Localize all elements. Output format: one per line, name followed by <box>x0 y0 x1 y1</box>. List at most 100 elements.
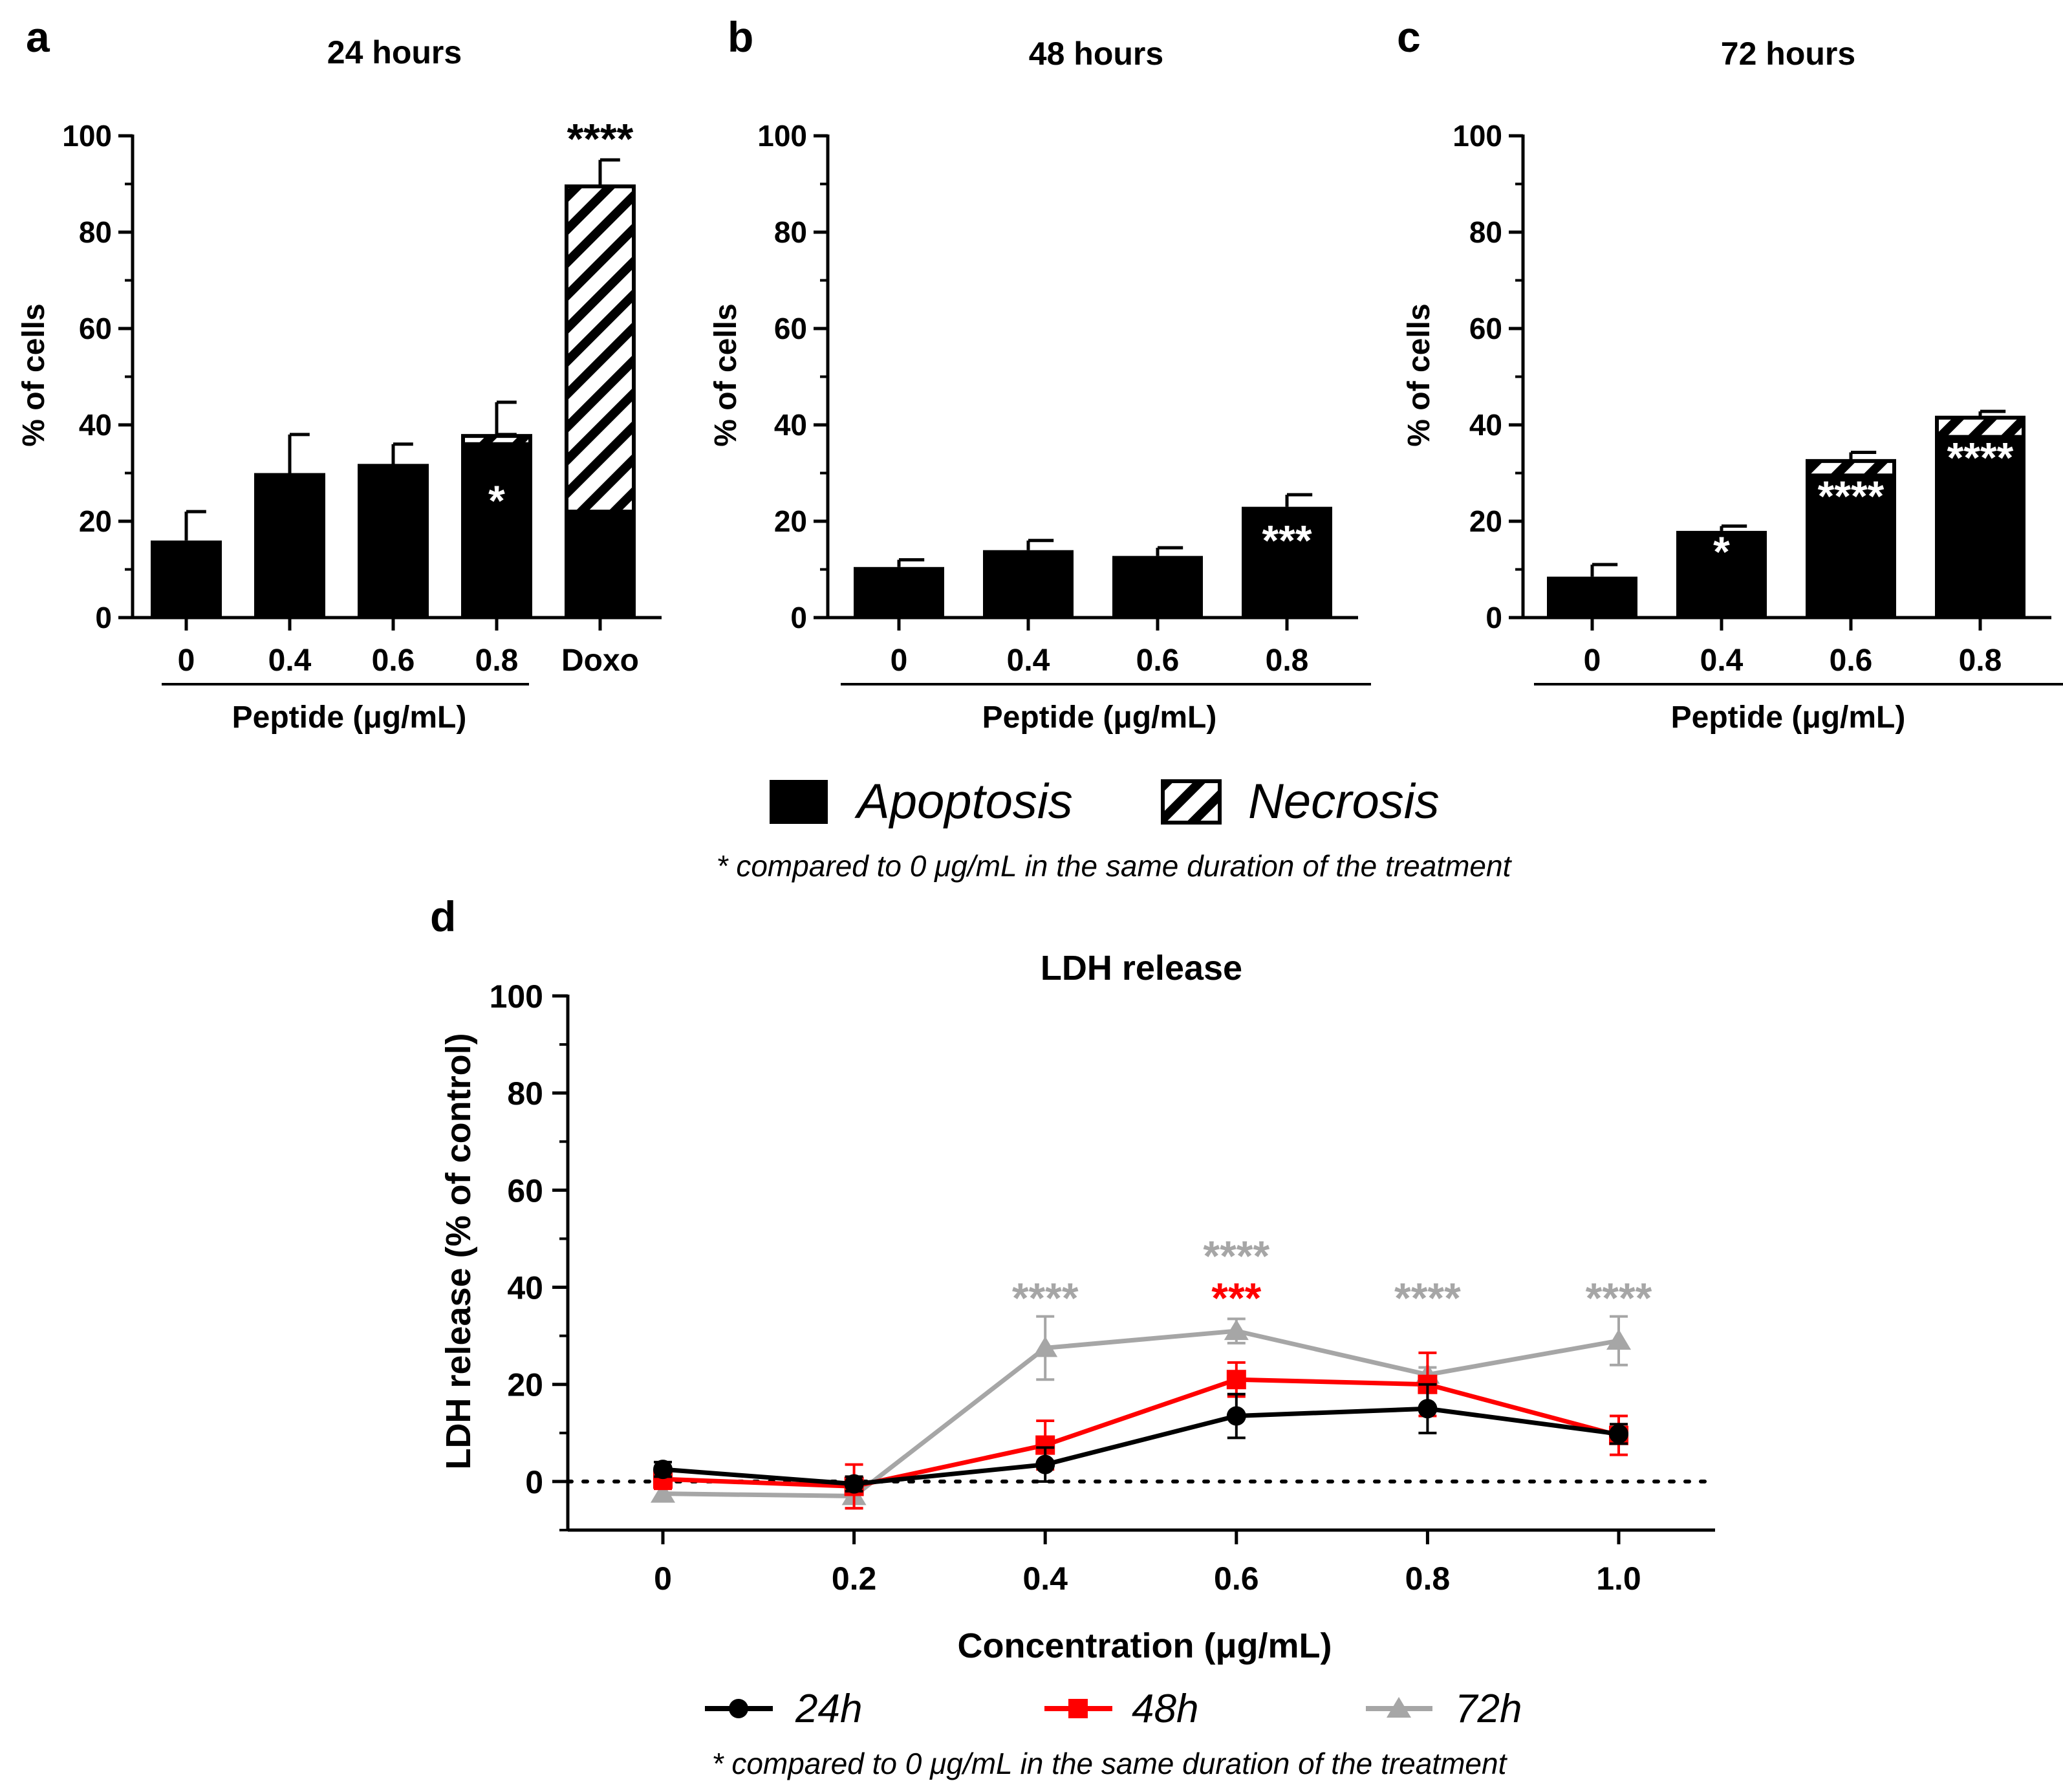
panel-b-significance: *** <box>1262 517 1312 565</box>
panel-a-category-label: 0.6 <box>372 643 415 678</box>
panel-a-bar-necrosis-0.8 <box>461 434 532 446</box>
panel-b-title: 48 hours <box>1029 36 1163 72</box>
legend-72h-label: 72h <box>1455 1687 1522 1731</box>
panel-d-xtick-label: 0.8 <box>1405 1560 1451 1597</box>
panel-letter-c: c <box>1397 13 1421 61</box>
legend-apoptosis-label: Apoptosis <box>854 774 1073 829</box>
panel-a-category-label: 0.4 <box>268 643 312 678</box>
bar-legend: Apoptosis Necrosis * compared to 0 μg/mL… <box>717 774 1513 883</box>
panel-c-ytick-label: 100 <box>1453 119 1502 153</box>
panel-d-ylabel: LDH release (% of control) <box>439 1033 478 1469</box>
panel-b-ylabel: % of cells <box>709 303 743 446</box>
panel-d-ytick-label: 80 <box>507 1075 543 1112</box>
legend-necrosis-swatch <box>1161 779 1222 825</box>
panel-c-category-label: 0.6 <box>1830 643 1873 678</box>
panel-d-point-72h <box>1033 1336 1058 1357</box>
panel-c-plot-area: 0 20 40 60 80 100 0 0.4 * 0.6 **** 0.8 **** <box>1453 119 2063 685</box>
panel-a-bar-apoptosis-0 <box>151 540 222 618</box>
legend-72h-marker <box>1387 1697 1411 1718</box>
panel-c-category-label: 0 <box>1584 643 1601 678</box>
panel-d-significance: **** <box>1394 1274 1461 1322</box>
panel-b-ytick-label: 20 <box>774 504 807 538</box>
legend-apoptosis-swatch <box>770 780 828 824</box>
panel-b-category-label: 0.4 <box>1007 643 1050 678</box>
panel-c-bar-apoptosis-0.6 <box>1806 475 1896 618</box>
panel-d-point-72h <box>1224 1319 1249 1341</box>
panel-b-ytick-label: 100 <box>757 119 807 153</box>
panel-a-category-label: 0 <box>178 643 195 678</box>
panel-b-bar-apoptosis-0.4 <box>983 550 1074 618</box>
legend-48h-label: 48h <box>1132 1687 1198 1731</box>
panel-b-ytick-label: 60 <box>774 312 807 345</box>
panel-b-bar-apoptosis-0 <box>854 567 944 618</box>
panel-letter-b: b <box>728 13 753 61</box>
panel-d-ytick-label: 60 <box>507 1172 543 1209</box>
footnote-bottom: * compared to 0 μg/mL in the same durati… <box>712 1747 1508 1780</box>
panel-d-point-24h <box>1035 1454 1055 1474</box>
panel-d-xtick-label: 0 <box>654 1560 672 1597</box>
legend-necrosis-label: Necrosis <box>1248 774 1440 829</box>
panel-b-ytick-label: 80 <box>774 215 807 249</box>
line-legend: 24h 48h 72h <box>705 1687 1522 1731</box>
panel-d-line-48h <box>662 1377 1619 1489</box>
panel-d-point-72h <box>651 1482 675 1503</box>
panel-d-ytick-label: 40 <box>507 1270 543 1306</box>
panel-b-bar-apoptosis-0.8 <box>1242 506 1332 618</box>
panel-a-bar-apoptosis-0.8 <box>461 444 532 618</box>
panel-letter-d: d <box>430 892 456 940</box>
panel-a-bar-apoptosis-0.4 <box>254 473 325 618</box>
panel-b-category-label: 0.6 <box>1136 643 1180 678</box>
panel-c-bar-apoptosis-0.4 <box>1676 530 1767 618</box>
panel-d-title: LDH release <box>1041 949 1242 988</box>
panel-c-category-label: 0.4 <box>1700 643 1744 678</box>
panel-a-title: 24 hours <box>327 34 462 70</box>
legend-48h-marker <box>1068 1699 1088 1718</box>
panel-d-ytick-label: 100 <box>490 978 543 1015</box>
panel-c-ytick-label: 0 <box>1485 601 1502 634</box>
panel-d-xtick-label: 0.4 <box>1022 1560 1068 1597</box>
panel-d-significance: **** <box>1012 1274 1079 1322</box>
panel-b-bar-apoptosis-0.6 <box>1112 556 1203 618</box>
panel-c-ytick-label: 80 <box>1469 215 1502 249</box>
panel-c-title: 72 hours <box>1721 36 1855 72</box>
panel-c-72h-bar-chart: c 72 hours % of cells Peptide (μg/mL) 0 2… <box>1397 13 2063 735</box>
panel-d-significance: *** <box>1211 1274 1261 1322</box>
footnote-top: * compared to 0 μg/mL in the same durati… <box>717 849 1513 883</box>
panel-d-xtick-label: 0.2 <box>832 1560 877 1597</box>
panel-a-24h-bar-chart: a 24 hours % of cells Peptide (μg/mL) 0 2… <box>17 13 662 735</box>
panel-a-category-label: 0.8 <box>475 643 519 678</box>
panel-d-ldh-line-chart: d LDH release LDH release (% of control)… <box>430 892 1717 1780</box>
panel-d-point-24h <box>844 1474 864 1494</box>
panel-c-significance: * <box>1713 528 1730 576</box>
panel-d-line-72h <box>662 1328 1619 1498</box>
panel-a-bar-apoptosis-0.6 <box>358 468 429 618</box>
panel-b-48h-bar-chart: b 48 hours % of cells Peptide (μg/mL) 0 2… <box>709 13 1371 735</box>
panel-d-point-24h <box>653 1460 673 1480</box>
panel-a-significance: * <box>488 477 505 524</box>
panel-a-category-label: Doxo <box>561 643 639 678</box>
panel-a-ytick-label: 80 <box>79 215 112 249</box>
panel-a-bar-apoptosis-Doxo <box>565 512 636 618</box>
panel-d-point-24h <box>1226 1406 1246 1426</box>
panel-d-significance: **** <box>1203 1232 1269 1280</box>
panel-b-category-label: 0.8 <box>1266 643 1309 678</box>
panel-a-significance: **** <box>567 114 634 162</box>
panel-a-ylabel: % of cells <box>17 303 51 446</box>
panel-c-ytick-label: 20 <box>1469 504 1502 538</box>
panel-d-ytick-label: 0 <box>525 1464 543 1500</box>
panel-c-xlabel: Peptide (μg/mL) <box>1671 700 1906 735</box>
panel-a-ytick-label: 20 <box>79 504 112 538</box>
panel-c-bar-apoptosis-0.8 <box>1935 437 2025 618</box>
panel-a-bar-necrosis-Doxo <box>565 184 636 514</box>
panel-d-significance: **** <box>1586 1274 1652 1322</box>
panel-c-significance: **** <box>1818 472 1885 520</box>
panel-b-category-label: 0 <box>891 643 908 678</box>
panel-c-bar-apoptosis-0 <box>1547 576 1637 618</box>
panel-d-point-72h <box>1606 1329 1631 1350</box>
panel-d-ytick-label: 20 <box>507 1367 543 1403</box>
panel-c-category-label: 0.8 <box>1959 643 2002 678</box>
panel-d-point-24h <box>1418 1399 1438 1419</box>
panel-a-bar-necrosis-0.6 <box>358 464 429 471</box>
panel-a-plot-area: 0 20 40 60 80 100 0 0.4 0.6 0.8 * Doxo **** <box>62 114 662 685</box>
